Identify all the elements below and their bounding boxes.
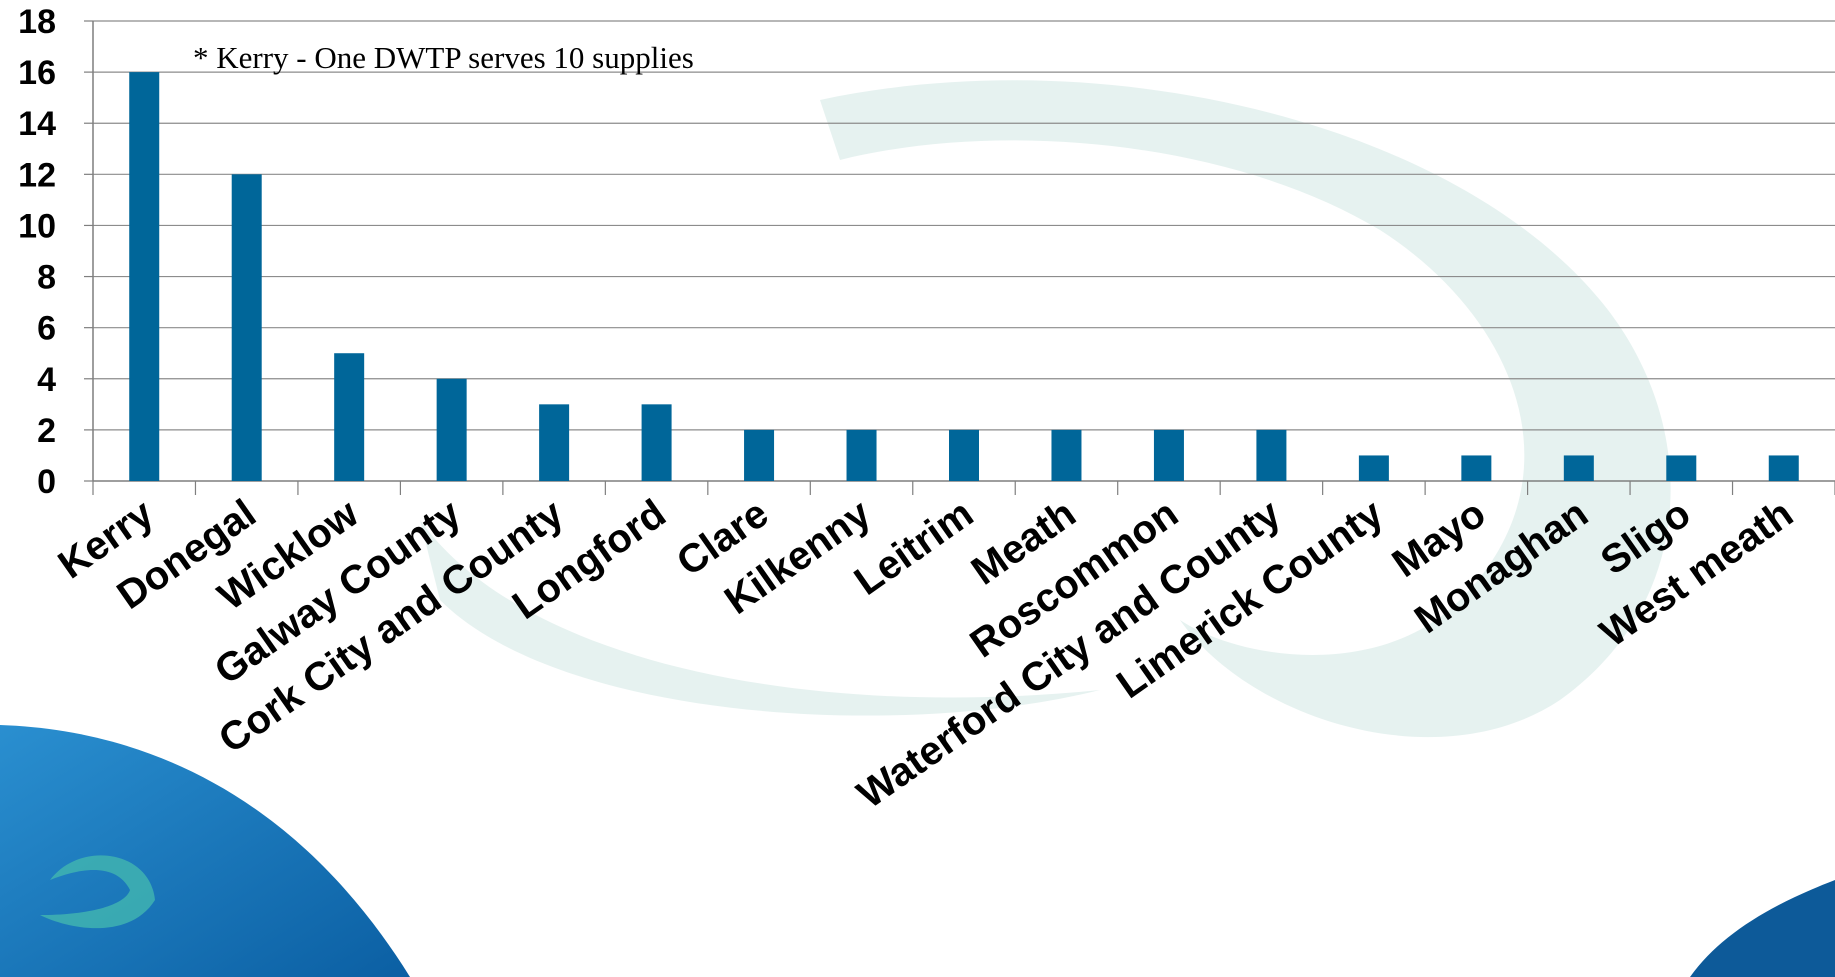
watermark-swirl [820,80,1671,738]
annotation-note: * Kerry - One DWTP serves 10 supplies [193,40,694,75]
y-axis-tick-label: 6 [37,310,56,348]
bar [1256,429,1287,481]
bars [129,72,1799,482]
bar [1768,455,1799,481]
bar [744,429,775,481]
y-axis-tick-label: 16 [18,54,56,92]
bar [1461,455,1492,481]
bar [1358,455,1389,481]
bar [1153,429,1184,481]
brand-swoosh-left [0,725,410,977]
bar [436,378,467,481]
bar [949,429,979,481]
gridlines [93,20,1835,431]
y-axis-tick-label: 0 [37,463,56,501]
y-axis-tick-label: 8 [37,259,56,297]
brand-swoosh-right [1690,880,1835,977]
y-axis-tick-label: 12 [18,156,56,194]
logo-mark-icon [40,855,155,929]
y-axis-tick-label: 2 [37,412,56,450]
y-axis-tick-label: 14 [18,105,56,143]
bar [641,404,672,481]
bar [1051,429,1082,481]
bar [846,429,877,481]
bar [231,174,262,482]
y-axis-tick-labels: 0 2 4 6 8 10 12 14 16 18 [18,3,56,501]
bar [129,72,160,481]
background-decoration [0,80,1835,977]
watermark-arc [420,520,1100,716]
y-axis-tick-label: 4 [37,361,56,399]
bar [1666,455,1697,481]
bar [334,353,365,481]
bar [1563,455,1594,481]
x-axis-category-label: Leitrim [847,491,981,604]
y-axis-tick-label: 18 [18,3,56,41]
bar [539,404,570,481]
y-axis-tick-label: 10 [18,207,56,245]
